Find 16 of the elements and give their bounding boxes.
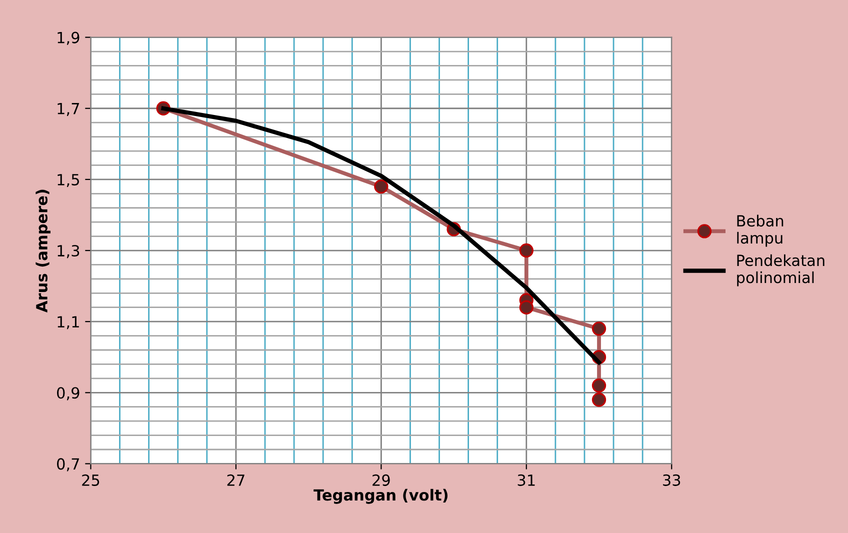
legend-label: Pendekatan polinomial xyxy=(737,254,824,286)
legend-label: Beban lampu xyxy=(737,214,784,247)
y-tick-label: 1,1 xyxy=(58,316,79,330)
x-axis-title: Tegangan (volt) xyxy=(314,488,448,504)
y-tick-label: 1,7 xyxy=(58,103,80,116)
y-tick-label: 1,3 xyxy=(58,244,80,258)
x-tick-label: 33 xyxy=(663,474,680,486)
y-tick-label: 1,9 xyxy=(58,32,80,45)
y-tick-label: 0,7 xyxy=(57,458,80,472)
x-tick-label: 27 xyxy=(227,474,244,486)
y-axis-title: Arus (ampere) xyxy=(36,190,50,312)
y-tick-label: 1,5 xyxy=(58,174,79,188)
y-tick-label: 0,9 xyxy=(57,387,80,400)
x-tick-label: 25 xyxy=(82,474,100,486)
x-tick-label: 29 xyxy=(372,474,390,486)
x-tick-label: 31 xyxy=(518,474,535,486)
